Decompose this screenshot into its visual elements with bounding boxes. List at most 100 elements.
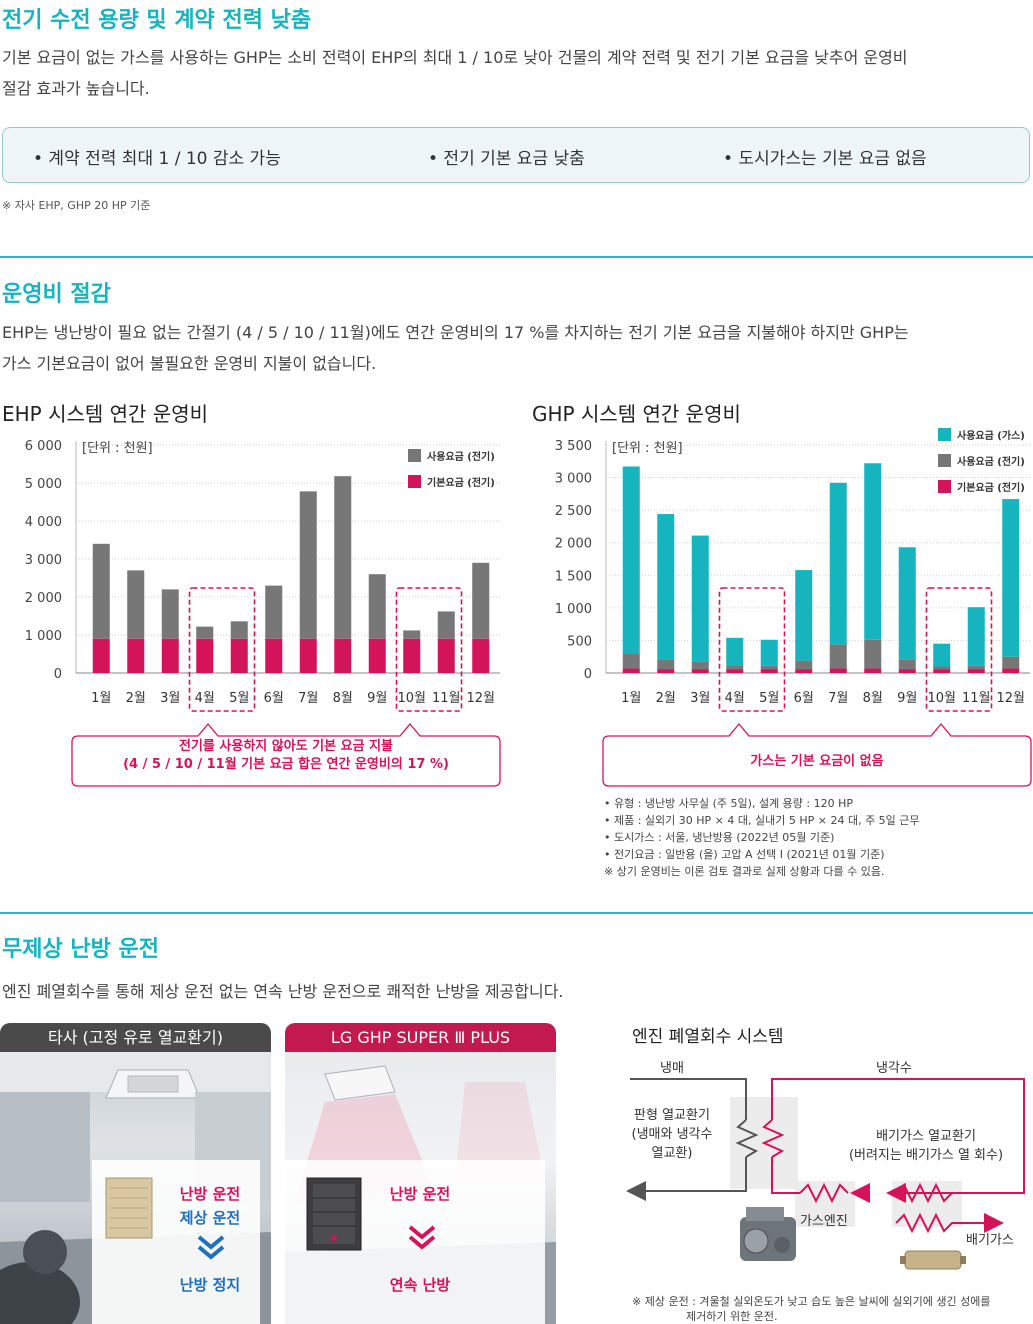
footnote: ※ 자사 EHP, GHP 20 HP 기준 (2, 199, 151, 212)
bar-usage-fee (864, 639, 882, 669)
x-tick-label: 9월 (897, 691, 917, 706)
diagram-title: 엔진 폐열회수 시스템 (632, 1027, 784, 1047)
x-tick-label: 10월 (927, 691, 956, 706)
label-line: 열교환) (651, 1146, 693, 1161)
bar-usage-fee (196, 626, 214, 639)
bar-base-fee (161, 638, 179, 673)
bar-base-fee (1002, 668, 1020, 673)
lg-panel-header: LG GHP SUPER Ⅲ PLUS (285, 1023, 556, 1052)
bar-usage-fee (334, 476, 352, 639)
legend-swatch (408, 449, 421, 462)
note-line: • 유형 : 냉난방 사무실 (주 5일), 설계 용량 : 120 HP (604, 797, 854, 810)
bar-base-fee (795, 669, 813, 673)
y-tick-label: 2 500 (555, 504, 592, 519)
bar-base-fee (127, 638, 145, 673)
bar-base-fee (864, 668, 882, 673)
bar-usage-fee (726, 637, 744, 666)
bar-base-fee (265, 638, 283, 673)
bar-usage-fee (265, 585, 283, 639)
bar-usage-fee (230, 621, 248, 639)
legend-swatch (938, 428, 951, 441)
summary-box: • 계약 전력 최대 1 / 10 감소 가능 • 전기 기본 요금 낮춤 • … (2, 127, 1030, 183)
y-tick-label: 5 000 (25, 477, 62, 492)
ehp-chart: 6 000 5 000 4 000 3 000 2 000 1 000 0 [단위 : 천원]… (25, 439, 500, 712)
bar-usage-fee (898, 659, 916, 670)
highlight-box (925, 587, 993, 712)
bar-usage-fee (622, 653, 640, 669)
section-divider (0, 256, 1033, 258)
y-tick-label: 0 (54, 667, 62, 682)
x-tick-label: 7월 (828, 691, 848, 706)
bar-usage-fee (657, 514, 675, 660)
legend-label: 사용요금 (가스) (957, 429, 1025, 442)
unit-label: [단위 : 천원] (82, 441, 153, 456)
x-tick-label: 5월 (759, 691, 779, 706)
label-line: 판형 열교환기 (634, 1108, 710, 1123)
x-tick-label: 4월 (725, 691, 745, 706)
ehp-callout-frame (71, 722, 501, 787)
y-tick-label: 500 (567, 634, 592, 649)
bar-usage-fee (403, 630, 421, 639)
ehp-chart-title: EHP 시스템 연간 운영비 (2, 402, 209, 426)
bar-usage-fee (472, 562, 490, 639)
label-line: 배기가스 열교환기 (876, 1129, 976, 1144)
lg-result-label: 연속 난방 (389, 1276, 451, 1294)
bar-base-fee (403, 638, 421, 673)
bar-usage-fee (760, 639, 778, 666)
ghp-callout-frame (602, 722, 1032, 787)
ghp-callout: 가스는 기본 요금이 없음 (750, 754, 884, 769)
section-desc-power: 기본 요금이 없는 가스를 사용하는 GHP는 소비 전력이 EHP의 최대 1… (2, 42, 908, 104)
competitor-panel: 타사 (고정 유로 열교환기) 난방 운전 제상 운전 난방 정지 (0, 1023, 271, 1324)
section-title-cost: 운영비 절감 (2, 282, 111, 307)
y-tick-label: 1 500 (555, 569, 592, 584)
bar-usage-fee (657, 659, 675, 670)
y-tick-label: 1 000 (25, 629, 62, 644)
plate-hx-label: 판형 열교환기 (냉매와 냉각수 열교환) (618, 1106, 726, 1163)
y-tick-label: 1 000 (555, 602, 592, 617)
chart-notes: • 유형 : 냉난방 사무실 (주 5일), 설계 용량 : 120 HP • … (604, 795, 920, 880)
bar-usage-fee (299, 491, 317, 639)
label-line: (버려지는 배기가스 열 회수) (848, 1148, 1004, 1163)
bar-usage-fee (829, 644, 847, 669)
x-tick-label: 5월 (229, 691, 249, 706)
ehp-callout: 전기를 사용하지 않아도 기본 요금 지불 (4 / 5 / 10 / 11월 … (72, 738, 500, 774)
bar-base-fee (933, 669, 951, 673)
waste-heat-diagram (626, 1078, 1025, 1270)
bar-usage-fee (760, 665, 778, 670)
x-tick-label: 7월 (298, 691, 318, 706)
legend-label: 사용요금 (전기) (427, 450, 495, 463)
summary-item: • 전기 기본 요금 낮춤 (428, 149, 585, 169)
exhaust-label: 배기가스 (966, 1233, 1014, 1248)
bar-base-fee (898, 669, 916, 673)
outdoor-unit-icon (105, 1177, 153, 1239)
y-tick-label: 3 000 (555, 472, 592, 487)
section-desc-defrost: 엔진 폐열회수를 통해 제상 운전 없는 연속 난방 운전으로 쾌적한 난방을 … (2, 982, 564, 1001)
coolant-label: 냉각수 (876, 1061, 912, 1076)
desc-line: 가스 기본요금이 없어 불필요한 운영비 지불이 없습니다. (2, 354, 377, 373)
bar-usage-fee (92, 543, 110, 639)
competitor-heating-label: 난방 운전 (179, 1185, 241, 1203)
bar-usage-fee (622, 466, 640, 654)
x-tick-label: 12월 (466, 691, 495, 706)
bar-base-fee (299, 638, 317, 673)
x-tick-label: 3월 (160, 691, 180, 706)
bar-base-fee (829, 668, 847, 673)
y-tick-label: 4 000 (25, 515, 62, 530)
bar-usage-fee (437, 611, 455, 639)
x-tick-label: 11월 (432, 691, 461, 706)
bar-base-fee (760, 669, 778, 673)
summary-item: • 계약 전력 최대 1 / 10 감소 가능 (33, 149, 281, 169)
bar-base-fee (230, 638, 248, 673)
x-tick-label: 11월 (962, 691, 991, 706)
legend-swatch (938, 454, 951, 467)
desc-line: EHP는 냉난방이 필요 없는 간절기 (4 / 5 / 10 / 11월)에도… (2, 323, 909, 342)
bar-usage-fee (161, 589, 179, 639)
competitor-result-label: 난방 정지 (179, 1276, 241, 1294)
exhaust-heat-exchanger-illustration (900, 1250, 966, 1270)
bar-base-fee (368, 638, 386, 673)
callout-line: (4 / 5 / 10 / 11월 기본 요금 합은 연간 운영비의 17 %) (123, 757, 449, 772)
bar-usage-fee (127, 570, 145, 639)
note-line: • 도시가스 : 서울, 냉난방용 (2022년 05월 기준) (604, 831, 835, 844)
legend-label: 기본요금 (전기) (427, 476, 495, 489)
x-tick-label: 10월 (397, 691, 426, 706)
